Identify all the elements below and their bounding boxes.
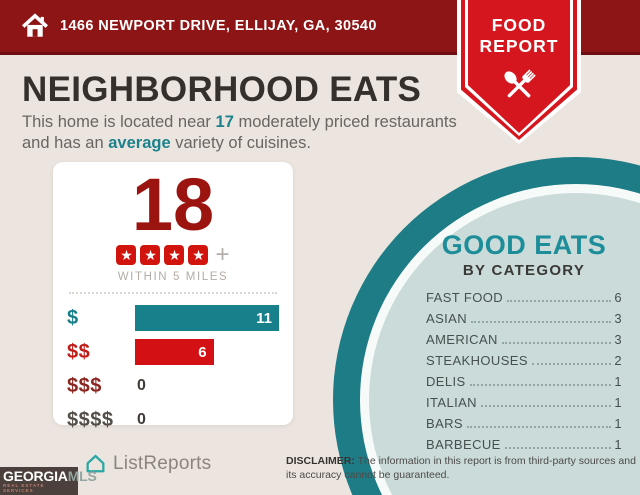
- category-row: DELIS 1: [426, 374, 622, 389]
- category-label: ASIAN: [426, 311, 468, 326]
- star-icon: ★: [116, 245, 137, 266]
- dotted-leader: [469, 384, 612, 386]
- bar-track: 0: [135, 373, 279, 399]
- bar-track: 11: [135, 305, 279, 332]
- page-title: NEIGHBORHOOD EATS: [22, 70, 422, 109]
- category-value: 2: [614, 353, 622, 368]
- star-icon: ★: [140, 245, 161, 266]
- category-value: 3: [614, 332, 622, 347]
- food-report-ribbon: FOOD REPORT: [457, 0, 581, 144]
- price-tier-label: $$$: [67, 374, 102, 397]
- restaurant-count-highlight: 17: [215, 113, 234, 131]
- category-label: BARS: [426, 416, 464, 431]
- bar-track: 0: [135, 407, 279, 433]
- crossed-spoon-fork-icon: [504, 69, 536, 98]
- dotted-leader: [467, 426, 612, 428]
- category-row: ASIAN 3: [426, 311, 622, 326]
- bar-track: 6: [135, 339, 279, 366]
- property-address: 1466 NEWPORT DRIVE, ELLIJAY, GA, 30540: [60, 18, 377, 34]
- restaurant-summary-card: 18 ★ ★ ★ ★ + WITHIN 5 MILES $11 $$ 6 $$$ 0 $$$$ 0: [53, 162, 293, 431]
- ribbon-title-line1: FOOD: [491, 15, 547, 35]
- subtitle-text-1: This home is located near: [22, 113, 216, 131]
- category-row: AMERICAN 3: [426, 332, 622, 347]
- category-label: FAST FOOD: [426, 290, 504, 305]
- ribbon-title: FOOD REPORT: [457, 15, 581, 57]
- category-row: STEAKHOUSES 2: [426, 353, 622, 368]
- mls-word-mls: MLS: [67, 468, 97, 484]
- restaurant-count: 18: [131, 163, 215, 246]
- dotted-leader: [507, 300, 612, 302]
- price-tier-row: $$ 6: [67, 335, 279, 369]
- price-tier-row: $$$$ 0: [67, 403, 279, 437]
- dotted-leader: [504, 447, 612, 449]
- category-row: BARS 1: [426, 416, 622, 431]
- category-label: ITALIAN: [426, 395, 477, 410]
- category-value: 1: [614, 416, 622, 431]
- price-tier-label: $$: [67, 340, 91, 363]
- category-label: AMERICAN: [426, 332, 498, 347]
- price-tier-label: $$$$: [67, 408, 114, 431]
- listreports-house-icon: [86, 454, 105, 473]
- category-label: STEAKHOUSES: [426, 353, 528, 368]
- disclaimer-text: DISCLAIMER: The information in this repo…: [286, 455, 638, 483]
- variety-highlight: average: [108, 134, 171, 153]
- star-icon: ★: [164, 245, 185, 266]
- plus-sign: +: [215, 241, 230, 269]
- category-value: 3: [614, 311, 622, 326]
- category-row: FAST FOOD 6: [426, 290, 622, 305]
- price-bar: 6: [135, 339, 214, 366]
- price-tier-label: $: [67, 306, 79, 329]
- category-row: BARBECUE 1: [426, 437, 622, 452]
- dotted-leader: [531, 363, 612, 365]
- dotted-leader: [480, 405, 612, 407]
- bar-value-label: 6: [198, 343, 207, 361]
- bar-value-label: 11: [256, 309, 272, 327]
- category-value: 1: [614, 437, 622, 452]
- star-icon: ★: [188, 245, 209, 266]
- page-subtitle: This home is located near 17 moderately …: [22, 112, 470, 154]
- radius-label: WITHIN 5 MILES: [117, 271, 229, 284]
- georgia-mls-wordmark: GEORGIAMLS: [3, 468, 97, 484]
- category-label: BARBECUE: [426, 437, 501, 452]
- category-list: FAST FOOD 6 ASIAN 3 AMERICAN 3 STEAKHOUSES 2 DEL…: [426, 290, 622, 452]
- listreports-wordmark: ListReports: [113, 452, 212, 474]
- category-value: 1: [614, 395, 622, 410]
- price-tier-row: $11: [67, 301, 279, 335]
- subtitle-text-2: moderately priced restaurants and has an: [22, 113, 457, 153]
- good-eats-title: GOOD EATS: [441, 230, 607, 260]
- disclaimer-body: The information in this report is from t…: [286, 455, 636, 481]
- star-rating: ★ ★ ★ ★ +: [53, 241, 293, 269]
- listreports-logo: ListReports: [84, 452, 211, 475]
- good-eats-subtitle: BY CATEGORY: [462, 262, 586, 279]
- zero-value-label: 0: [137, 377, 146, 395]
- georgia-mls-logo: GEORGIAMLS REAL ESTATE SERVICES: [0, 467, 97, 495]
- price-tier-row: $$$ 0: [67, 369, 279, 403]
- price-bar: 11: [135, 305, 279, 332]
- subtitle-text-3: variety of cuisines.: [170, 134, 311, 153]
- category-row: ITALIAN 1: [426, 395, 622, 410]
- price-chart: $11 $$ 6 $$$ 0 $$$$ 0: [53, 301, 293, 437]
- home-icon: [21, 13, 49, 37]
- zero-value-label: 0: [137, 411, 146, 429]
- dotted-divider: [69, 292, 277, 295]
- category-value: 1: [614, 374, 622, 389]
- mls-word-georgia: GEORGIA: [3, 468, 68, 484]
- ribbon-content: FOOD REPORT: [457, 0, 581, 144]
- category-label: DELIS: [426, 374, 466, 389]
- category-value: 6: [614, 290, 622, 305]
- disclaimer-label: DISCLAIMER:: [286, 455, 355, 467]
- dotted-leader: [501, 342, 612, 344]
- ribbon-title-line2: REPORT: [479, 36, 559, 56]
- dotted-leader: [471, 321, 612, 323]
- good-eats-panel: GOOD EATS BY CATEGORY FAST FOOD 6 ASIAN 3 AM…: [426, 230, 622, 458]
- mls-tagline: REAL ESTATE SERVICES: [3, 483, 45, 493]
